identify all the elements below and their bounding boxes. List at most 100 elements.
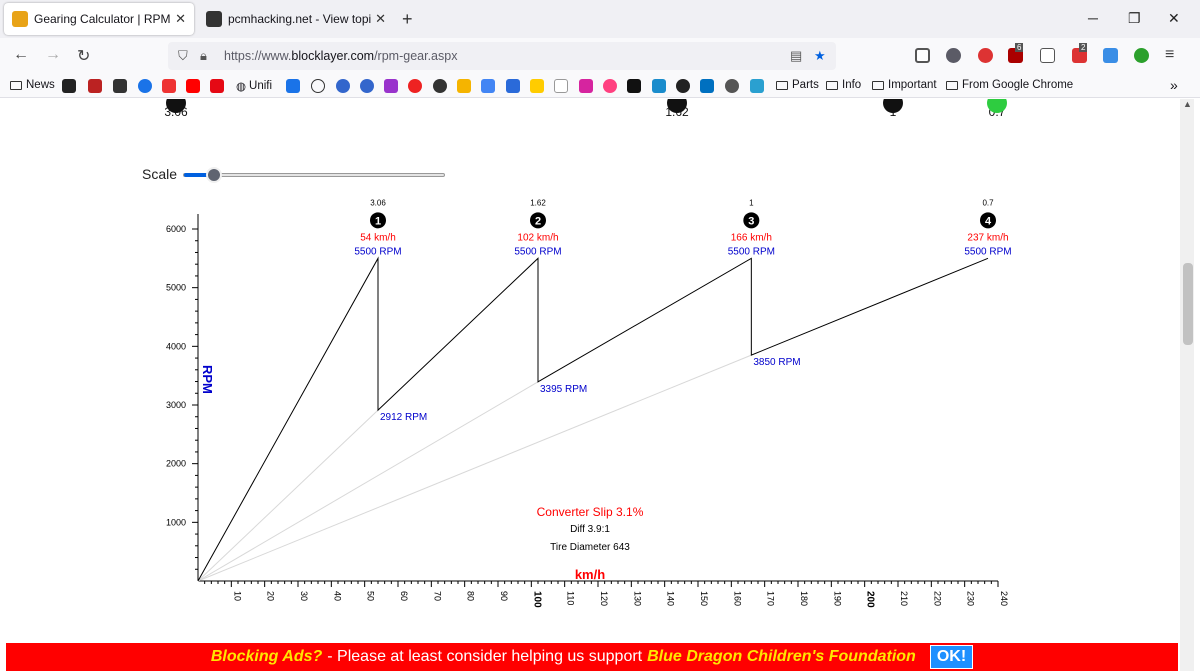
address-bar[interactable]: ⛉ 🔒︎ https://www.blocklayer.com/rpm-gear… — [168, 42, 836, 70]
amazon-icon[interactable] — [554, 79, 568, 93]
x-tick-label: 10 — [232, 591, 242, 601]
lock-icon[interactable]: 🔒︎ — [200, 48, 207, 63]
bookmark-unifi[interactable]: ◍ Unifi — [236, 80, 273, 93]
x-tick-label: 80 — [466, 591, 476, 601]
gear-number-label: 2 — [535, 215, 541, 227]
gear-projection-line — [197, 409, 379, 582]
scroll-up-icon[interactable]: ▲ — [1183, 99, 1192, 109]
blocklayer-favicon-icon — [12, 11, 28, 27]
account-icon[interactable] — [946, 48, 961, 63]
instagram-icon[interactable] — [579, 79, 593, 93]
gear-number-circle — [370, 212, 386, 229]
x-tick-label: 130 — [632, 591, 642, 606]
shift-rpm-label: 5500 RPM — [728, 246, 775, 257]
y-tick-label: 4000 — [166, 341, 186, 351]
bookmark-from-google-chrome[interactable]: From Google Chrome — [946, 79, 1073, 91]
tab-pcmhacking[interactable]: pcmhacking.net - View topic - \ ✕ — [198, 3, 394, 35]
gear-number-circle — [743, 212, 760, 229]
top-gear-2: 1.62 — [657, 99, 697, 119]
forward-icon[interactable]: → — [45, 46, 61, 63]
bookmark-icon[interactable] — [360, 79, 374, 93]
drop-rpm-label: 3850 RPM — [753, 357, 800, 368]
extension-icon[interactable] — [1134, 48, 1149, 63]
close-tab-icon[interactable]: ✕ — [375, 11, 386, 26]
ublock-badge: 6 — [1015, 43, 1024, 52]
tab-title: pcmhacking.net - View topic - \ — [228, 12, 372, 26]
bookmark-icon[interactable] — [162, 79, 176, 93]
x-tick-label: 60 — [399, 591, 409, 601]
pocket-icon[interactable] — [915, 48, 930, 63]
ad-block-banner: Blocking Ads? - Please at least consider… — [6, 643, 1178, 671]
bookmark-icon[interactable] — [384, 79, 398, 93]
bookmark-parts[interactable]: Parts — [776, 79, 819, 91]
back-icon[interactable]: ← — [13, 46, 29, 63]
reader-view-icon[interactable]: ▤ — [790, 48, 803, 63]
scrollbar-thumb[interactable] — [1183, 263, 1193, 345]
bookmark-info[interactable]: Info — [826, 79, 861, 91]
bookmark-icon[interactable] — [530, 79, 544, 93]
youtube-icon[interactable] — [186, 79, 200, 93]
bookmark-news[interactable]: News — [10, 79, 55, 91]
menu-icon[interactable]: ≡ — [1165, 46, 1175, 63]
minimize-icon[interactable]: ─ — [1088, 10, 1098, 26]
bookmark-icon[interactable] — [408, 79, 422, 93]
bookmark-important[interactable]: Important — [872, 79, 937, 91]
x-tick-label: 140 — [666, 591, 676, 606]
diff-ratio-label: Diff 3.9:1 — [570, 524, 610, 535]
bookmark-icon[interactable] — [62, 79, 76, 93]
more-bookmarks-icon[interactable]: » — [1170, 77, 1178, 93]
bookmark-icon[interactable] — [700, 79, 714, 93]
shield-icon[interactable]: ⛉ — [178, 48, 188, 63]
bookmark-icon[interactable] — [138, 79, 152, 93]
folder-icon — [872, 80, 884, 90]
globe-icon[interactable] — [311, 79, 325, 93]
shift-speed-label: 237 km/h — [967, 232, 1008, 243]
bookmark-icon[interactable] — [725, 79, 739, 93]
bookmark-star-icon[interactable]: ★ — [814, 48, 826, 63]
gear-number-label: 3 — [748, 215, 754, 227]
x-tick-label: 70 — [432, 591, 442, 601]
scrollbar[interactable]: ▲ — [1180, 99, 1194, 671]
google-icon[interactable] — [481, 79, 495, 93]
reload-icon[interactable]: ↻ — [77, 48, 91, 65]
y-tick-label: 6000 — [166, 224, 186, 234]
navigation-bar: ← → ↻ ⛉ 🔒︎ https://www.blocklayer.com/rp… — [0, 38, 1200, 74]
bookmark-icon[interactable] — [433, 79, 447, 93]
x-tick-label: 170 — [766, 591, 776, 606]
bookmark-icon[interactable] — [603, 79, 617, 93]
scale-slider[interactable] — [183, 173, 445, 177]
netflix-icon[interactable] — [210, 79, 224, 93]
x-tick-label: 220 — [932, 591, 942, 606]
bookmark-icon[interactable] — [652, 79, 666, 93]
ad-lead: Blocking Ads? — [210, 648, 323, 665]
bookmark-icon[interactable] — [676, 79, 690, 93]
gear-ratio-label: 1.62 — [530, 198, 546, 207]
bookmark-icon[interactable] — [627, 79, 641, 93]
bookmark-icon[interactable] — [88, 79, 102, 93]
x-tick-label: 180 — [799, 591, 809, 606]
gear-number-label: 1 — [375, 215, 381, 227]
close-tab-icon[interactable]: ✕ — [175, 11, 186, 26]
scale-slider-thumb[interactable] — [206, 167, 223, 183]
gear-ratio-label: 3.06 — [370, 198, 386, 207]
bookmark-icon[interactable] — [336, 79, 350, 93]
restore-icon[interactable]: ❐ — [1128, 10, 1141, 26]
bookmark-icon[interactable] — [457, 79, 471, 93]
bookmark-icon[interactable] — [113, 79, 127, 93]
x-tick-label: 240 — [999, 591, 1009, 606]
x-tick-label: 50 — [366, 591, 376, 601]
bookmark-icon[interactable] — [506, 79, 520, 93]
extension-icon[interactable] — [978, 48, 993, 63]
bookmark-icon[interactable] — [750, 79, 764, 93]
gearing-chart: 1000 2000 3000 4000 5000 6000 10 20 30 40 50 60 70 80… — [166, 198, 1012, 608]
tab-gearing-calculator[interactable]: Gearing Calculator | RPM and T ✕ — [4, 3, 194, 35]
ad-ok-button[interactable]: OK! — [929, 645, 974, 669]
shift-speed-label: 54 km/h — [360, 232, 396, 243]
bookmark-icon[interactable] — [286, 79, 300, 93]
extension-icon[interactable] — [1103, 48, 1118, 63]
extension-icon[interactable] — [1040, 48, 1055, 63]
scale-label: Scale — [142, 166, 178, 182]
window-close-icon[interactable]: ✕ — [1168, 10, 1180, 26]
url-text[interactable]: https://www.blocklayer.com/rpm-gear.aspx — [224, 49, 458, 63]
new-tab-icon[interactable]: + — [402, 9, 413, 29]
